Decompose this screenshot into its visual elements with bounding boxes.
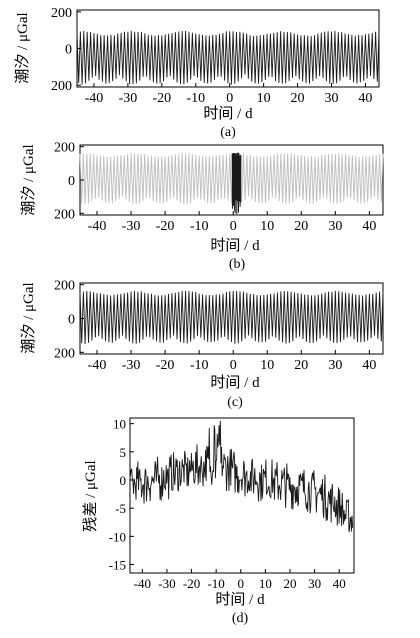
y-tick-label: 0 (65, 43, 72, 58)
series-layer (130, 420, 354, 533)
x-tick-label: -20 (183, 576, 200, 591)
x-tick-label: 10 (260, 219, 274, 234)
x-tick-label: 40 (362, 219, 376, 234)
y-tick-label: -5 (115, 501, 126, 516)
x-tick-label: 10 (257, 91, 271, 106)
x-tick-label: -30 (158, 576, 175, 591)
x-tick-label: -10 (190, 219, 209, 234)
x-axis-label: 时间 / d (215, 591, 265, 608)
x-tick-label: 30 (328, 358, 342, 373)
chart-panel-d: -40 -30 -20 -10 0 10 20 30 40 10 5 0 -5 -10 -15 时间 / … (82, 417, 355, 626)
x-tick-label: -40 (88, 219, 107, 234)
x-tick-label: 30 (328, 219, 342, 234)
y-tick-layer: 200 0 200 (54, 279, 84, 361)
y-tick-label: 200 (51, 79, 72, 94)
x-tick-label: -20 (156, 358, 175, 373)
series-line (79, 290, 384, 344)
x-tick-layer: -40 -30 -20 -10 0 10 20 30 40 (134, 569, 346, 591)
x-tick-label: -20 (156, 219, 175, 234)
x-tick-layer: -40 -30 -20 -10 0 10 20 30 40 (88, 350, 376, 373)
series-layer (76, 30, 380, 85)
series-layer (79, 152, 384, 215)
y-axis-label: 残差 / μGal (82, 460, 99, 531)
x-tick-label: -40 (88, 358, 107, 373)
series-line (79, 153, 384, 205)
x-tick-label: -10 (190, 358, 209, 373)
x-tick-label: -10 (207, 576, 224, 591)
y-axis-label: 潮汐 / μGal (20, 282, 37, 353)
x-axis-label: 时间 / d (203, 105, 253, 122)
x-tick-label: -40 (134, 576, 151, 591)
y-tick-label: -10 (109, 529, 126, 544)
y-tick-label: 0 (68, 313, 75, 328)
y-tick-label: 200 (54, 279, 75, 294)
chart-panel-a: -40 -30 -20 -10 0 10 20 30 40 200 0 200 时间 / d 潮汐 … (14, 6, 380, 140)
x-tick-label: 40 (362, 358, 376, 373)
panel-caption: (a) (220, 125, 236, 140)
y-axis-label: 潮汐 / μGal (20, 144, 37, 215)
x-tick-label: 0 (230, 219, 237, 234)
highlight-series-line (231, 152, 242, 215)
x-tick-label: 40 (333, 576, 346, 591)
x-tick-label: 0 (230, 358, 237, 373)
y-tick-label: 200 (54, 141, 75, 156)
x-tick-label: 20 (291, 91, 305, 106)
x-tick-label: 40 (358, 91, 372, 106)
panel-caption: (b) (229, 257, 246, 272)
x-tick-label: -30 (119, 91, 138, 106)
panel-caption: (c) (227, 395, 243, 410)
series-layer (79, 290, 384, 344)
x-tick-label: 10 (260, 358, 274, 373)
x-tick-layer: -40 -30 -20 -10 0 10 20 30 40 (85, 83, 372, 106)
x-tick-label: -40 (85, 91, 104, 106)
plot-frame (129, 417, 355, 574)
chart-panel-b: -40 -30 -20 -10 0 10 20 30 40 200 0 200 时间 / d 潮汐 … (20, 141, 384, 272)
x-axis-label: 时间 / d (210, 237, 260, 254)
y-tick-label: 0 (120, 473, 127, 488)
y-tick-label: 200 (54, 346, 75, 361)
x-tick-label: 20 (294, 358, 308, 373)
x-tick-label: 10 (259, 576, 272, 591)
y-tick-layer: 200 0 200 (54, 141, 84, 222)
x-axis-label: 时间 / d (210, 374, 260, 391)
x-tick-label: 30 (308, 576, 321, 591)
y-tick-label: 200 (51, 6, 72, 21)
y-tick-label: 10 (113, 417, 126, 432)
y-tick-label: 0 (68, 174, 75, 189)
series-line (76, 30, 380, 85)
panel-caption: (d) (232, 611, 249, 626)
chart-panel-c: -40 -30 -20 -10 0 10 20 30 40 200 0 200 时间 / d 潮汐 … (20, 279, 384, 410)
x-tick-label: 30 (324, 91, 338, 106)
x-tick-label: -30 (122, 219, 141, 234)
y-axis-label: 潮汐 / μGal (14, 12, 31, 83)
y-tick-layer: 10 5 0 -5 -10 -15 (109, 417, 134, 573)
x-tick-label: -30 (122, 358, 141, 373)
residual-series-line (130, 420, 354, 533)
x-tick-layer: -40 -30 -20 -10 0 10 20 30 40 (88, 211, 376, 234)
x-tick-label: 20 (294, 219, 308, 234)
x-tick-label: -20 (152, 91, 171, 106)
y-tick-label: 200 (54, 207, 75, 222)
y-tick-label: -15 (109, 558, 126, 573)
y-tick-label: 5 (120, 445, 127, 460)
x-tick-label: 0 (226, 91, 233, 106)
x-tick-label: 0 (238, 576, 245, 591)
x-tick-label: -10 (186, 91, 205, 106)
x-tick-label: 20 (284, 576, 297, 591)
y-tick-layer: 200 0 200 (51, 6, 81, 94)
